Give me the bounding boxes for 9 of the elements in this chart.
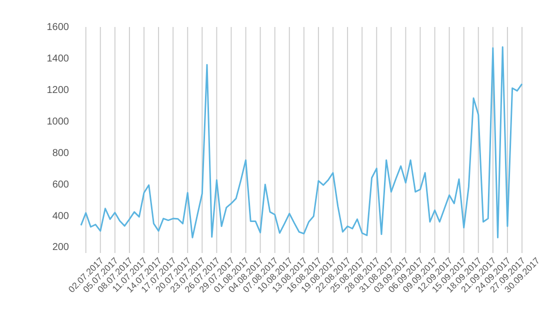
y-tick-label: 1600	[46, 22, 70, 34]
y-tick-label: 400	[52, 210, 70, 222]
y-tick-label: 1200	[46, 85, 70, 96]
line-series	[80, 46, 523, 238]
y-tick-label: 1000	[46, 116, 70, 128]
y-tick-label: 1400	[46, 54, 70, 65]
y-tick-label: 600	[52, 179, 70, 190]
y-tick-label: 800	[52, 148, 70, 159]
y-tick-label: 200	[52, 242, 70, 254]
